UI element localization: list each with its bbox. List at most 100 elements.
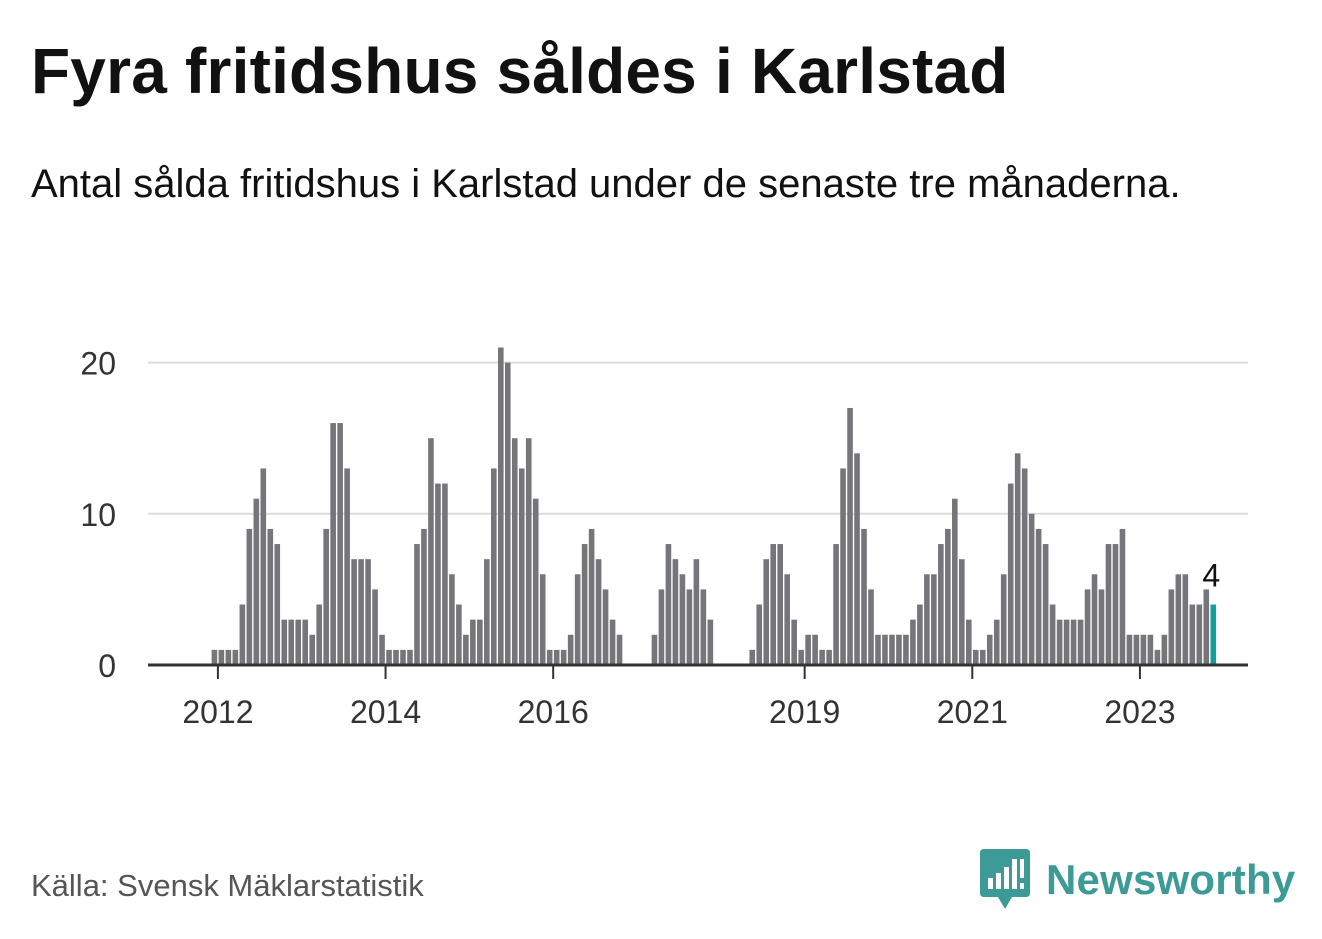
bar [595, 559, 602, 665]
bar [358, 559, 364, 665]
x-tick-label: 2014 [350, 694, 421, 730]
bar [1028, 513, 1035, 665]
bar [400, 649, 406, 665]
bar [267, 528, 274, 665]
bar [1000, 574, 1007, 665]
bar [1182, 574, 1189, 665]
bar [1049, 604, 1056, 665]
bar [1098, 589, 1105, 665]
bar [588, 528, 595, 665]
bar [756, 604, 763, 665]
bar [365, 559, 371, 665]
bar [372, 589, 378, 665]
source-note: Källa: Svensk Mäklarstatistik [31, 868, 424, 903]
bar [924, 574, 930, 665]
bar [1084, 589, 1091, 665]
bar [784, 574, 790, 665]
bar [875, 634, 881, 665]
brand-name: Newsworthy [1046, 856, 1296, 903]
bar [965, 619, 972, 665]
bar [574, 574, 581, 665]
bar [1154, 649, 1161, 665]
bar [379, 634, 385, 665]
bar [295, 619, 302, 665]
bar [449, 574, 455, 665]
page-title: Fyra fritidshus såldes i Karlstad [31, 35, 1009, 107]
bar [882, 634, 888, 665]
x-tick-label: 2023 [1104, 694, 1175, 730]
bar [532, 498, 539, 665]
y-tick-label: 10 [80, 497, 116, 533]
bar [1014, 453, 1021, 665]
bar [288, 619, 295, 665]
bar [693, 559, 700, 665]
bar [1147, 634, 1154, 665]
bar [1077, 619, 1084, 665]
bar [658, 589, 665, 665]
bar [700, 589, 707, 665]
bar [281, 619, 288, 665]
bar [1140, 634, 1147, 665]
bar [861, 528, 867, 665]
bar [1196, 604, 1203, 665]
bar [1189, 604, 1196, 665]
bar [239, 604, 246, 665]
bar [986, 634, 993, 665]
latest-value-label: 4 [1202, 558, 1220, 594]
bar [463, 634, 469, 665]
bar [211, 649, 218, 665]
bar [581, 544, 588, 665]
bar [560, 649, 567, 665]
bar [225, 649, 232, 665]
bar [553, 649, 560, 665]
bar [672, 559, 679, 665]
bar [428, 438, 434, 665]
bar [791, 619, 797, 665]
bar [651, 634, 658, 665]
bar [1112, 544, 1119, 665]
bar [567, 634, 574, 665]
bar [917, 604, 923, 665]
bar [1070, 619, 1077, 665]
bar [309, 634, 315, 665]
bar [993, 619, 1000, 665]
bar [442, 483, 448, 665]
bar [707, 619, 714, 665]
bar [525, 438, 532, 665]
x-tick-label: 2012 [182, 694, 253, 730]
bar [938, 544, 944, 665]
bar [686, 589, 693, 665]
bar [616, 634, 623, 665]
bar [546, 649, 553, 665]
bar [330, 423, 336, 665]
bar [1042, 544, 1049, 665]
bar [1161, 634, 1168, 665]
bar [1063, 619, 1070, 665]
bar [952, 498, 958, 665]
bar [302, 619, 309, 665]
bar [456, 604, 462, 665]
bar [972, 649, 979, 665]
bar [868, 589, 874, 665]
bar [316, 604, 322, 665]
bar [260, 468, 267, 665]
bar [393, 649, 399, 665]
bar [665, 544, 672, 665]
bar [232, 649, 239, 665]
bar [351, 559, 357, 665]
x-tick-label: 2016 [518, 694, 589, 730]
bar [1007, 483, 1014, 665]
x-tick-label: 2021 [937, 694, 1008, 730]
bar [1168, 589, 1175, 665]
bar [386, 649, 392, 665]
bar [679, 574, 686, 665]
bar [491, 468, 497, 665]
bar [847, 407, 853, 665]
bar [763, 559, 770, 665]
bar [959, 559, 965, 665]
bar [910, 619, 916, 665]
bar [840, 468, 846, 665]
bar [903, 634, 909, 665]
bar [504, 362, 511, 665]
bar-chart: 0 10 20 2012 2014 2016 2019 2021 2023 4 [80, 346, 1248, 730]
